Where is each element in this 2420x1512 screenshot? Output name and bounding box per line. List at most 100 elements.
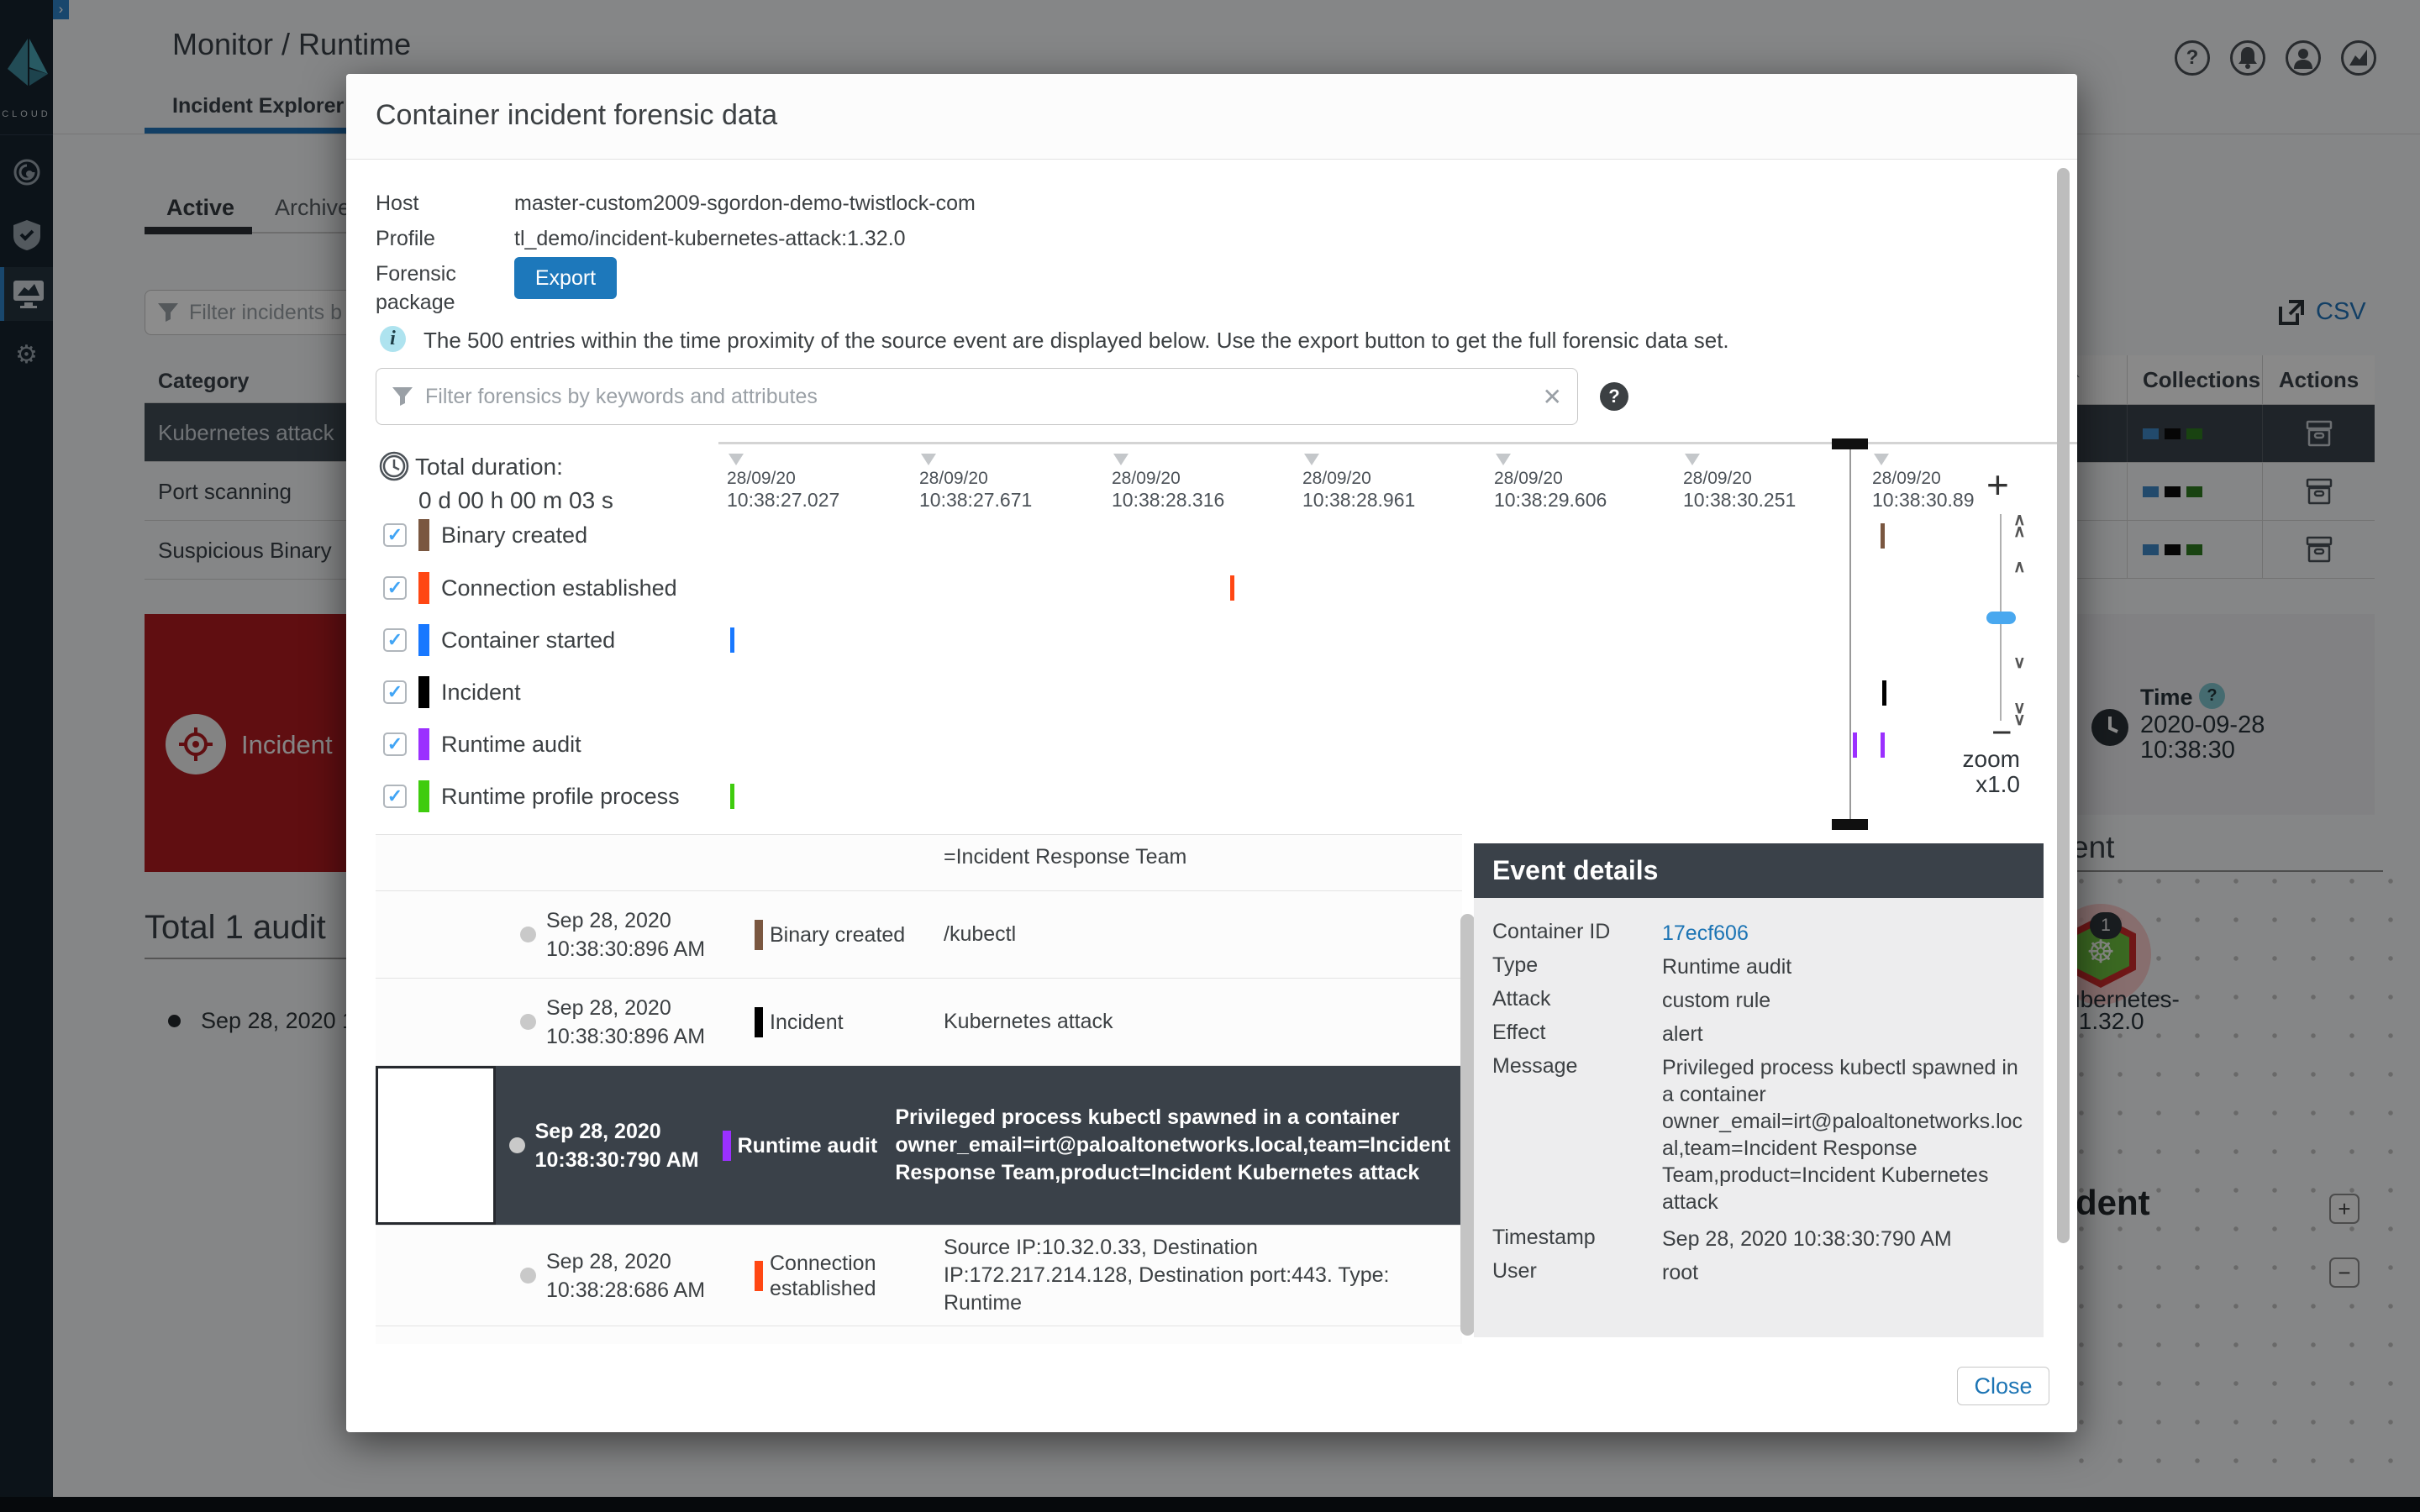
timeline-brush-selection[interactable] — [1832, 438, 1868, 830]
zoom-slider-handle[interactable] — [1986, 612, 2016, 624]
timeline-axis — [718, 442, 2077, 444]
close-button[interactable]: Close — [1957, 1367, 2049, 1405]
event-mark-runtime-profile-process[interactable] — [730, 784, 734, 809]
sidebar-item-settings[interactable]: ⚙ — [0, 328, 53, 381]
incident-time: 10:38:30 — [2140, 737, 2235, 764]
checkbox[interactable]: ✓ — [383, 628, 407, 652]
user-icon[interactable] — [2286, 40, 2321, 76]
event-mark-connection-established[interactable] — [1230, 575, 1234, 601]
info-icon: i — [380, 326, 406, 352]
modal-scrollbar[interactable] — [2057, 168, 2070, 1243]
brush-top-handle[interactable] — [1832, 438, 1868, 449]
timeline-tick: 28/09/20 10:38:27.027 — [727, 454, 853, 512]
canvas-zoom-in-button[interactable]: + — [2329, 1194, 2360, 1224]
archive-icon[interactable] — [2305, 536, 2333, 563]
sidebar-item-monitor[interactable] — [0, 267, 53, 321]
canvas-zoom-out-button[interactable]: − — [2329, 1257, 2360, 1288]
event-mark-incident[interactable] — [1882, 680, 1886, 706]
prisma-cloud-logo-icon — [0, 34, 53, 101]
event-mark-container-started[interactable] — [730, 627, 734, 653]
legend-connection-established: ✓ Connection established — [383, 571, 677, 605]
forensics-filter-input[interactable] — [425, 384, 1531, 409]
color-swatch — [418, 624, 429, 656]
container-id-label: Container ID — [1492, 920, 1611, 943]
filter-help-icon[interactable]: ? — [1600, 382, 1628, 411]
col-actions: Actions — [2278, 366, 2360, 392]
sidebar-item-defend[interactable] — [0, 208, 53, 262]
host-label: Host — [376, 192, 419, 215]
stats-icon[interactable] — [2341, 40, 2376, 76]
event-details-title: Event details — [1474, 843, 2044, 898]
table-row-runtime-audit-selected[interactable]: Sep 28, 2020 10:38:30:790 AM Runtime audi… — [376, 1066, 1462, 1226]
clear-filter-icon[interactable]: ✕ — [1542, 383, 1562, 410]
sidebar: CLOUD — [0, 0, 53, 1512]
brush-center-line — [1849, 449, 1851, 819]
table-row-binary-created[interactable]: Sep 28, 2020 10:38:30:896 AM Binary creat… — [376, 891, 1462, 979]
audit-list-item[interactable]: Sep 28, 2020 10 — [168, 1008, 367, 1034]
shield-icon — [13, 219, 41, 251]
event-mark-runtime-audit[interactable] — [1881, 732, 1885, 758]
right-heading-fragment: ent — [2071, 830, 2115, 864]
checkbox[interactable]: ✓ — [383, 576, 407, 600]
page-title: Monitor / Runtime — [172, 27, 412, 61]
duration-value: 0 d 00 h 00 m 03 s — [418, 487, 613, 513]
checkbox[interactable]: ✓ — [383, 523, 407, 547]
header-icons: ? — [2175, 40, 2376, 76]
sidebar-expand-button[interactable]: › — [53, 0, 69, 19]
timeline-tick: 28/09/20 10:38:28.961 — [1302, 454, 1428, 512]
brush-bottom-handle[interactable] — [1832, 819, 1868, 830]
checkbox[interactable]: ✓ — [383, 785, 407, 808]
col-collections[interactable]: Collections — [2128, 355, 2263, 404]
help-icon[interactable]: ? — [2175, 40, 2210, 76]
profile-label: Profile — [376, 227, 435, 250]
event-mark-binary-created[interactable] — [1881, 523, 1885, 549]
table-row-partial-bottom[interactable] — [376, 1326, 1462, 1344]
funnel-icon — [158, 303, 178, 322]
event-mark-runtime-audit[interactable] — [1853, 732, 1857, 758]
checkbox[interactable]: ✓ — [383, 732, 407, 756]
subtab-active-underline — [145, 227, 252, 234]
archive-icon[interactable] — [2305, 420, 2333, 447]
event-dot-icon — [520, 1268, 536, 1284]
timeline-tick: 28/09/20 10:38:27.671 — [919, 454, 1045, 512]
monitor-chart-icon — [13, 279, 45, 309]
legend-runtime-profile-process: ✓ Runtime profile process — [383, 780, 680, 813]
timeline-zoom-in-button[interactable]: + — [1986, 463, 2009, 507]
timestamp-label: Timestamp — [1492, 1226, 1596, 1249]
table-row-partial[interactable]: =Incident Response Team — [376, 835, 1462, 891]
type-label: Type — [1492, 953, 1539, 977]
attack-label: Attack — [1492, 987, 1551, 1011]
timeline-tick: 28/09/20 10:38:30.251 — [1683, 454, 1809, 512]
table-row-connection-established[interactable]: Sep 28, 2020 10:38:28:686 AM Connection e… — [376, 1226, 1462, 1326]
color-swatch — [418, 728, 429, 760]
table-row-incident[interactable]: Sep 28, 2020 10:38:30:896 AM Incident Kub… — [376, 979, 1462, 1066]
double-chevron-down-icon[interactable]: ∨ ∨ — [2013, 699, 2026, 729]
checkbox[interactable]: ✓ — [383, 680, 407, 704]
archive-icon[interactable] — [2305, 478, 2333, 505]
time-label: Time — [2140, 685, 2193, 710]
time-help-icon[interactable]: ? — [2199, 683, 2225, 709]
forensics-filter: ✕ — [376, 368, 1578, 425]
legend-incident: ✓ Incident — [383, 675, 521, 709]
export-button[interactable]: Export — [514, 257, 617, 299]
chevron-up-icon[interactable]: ∧ — [2013, 558, 2026, 576]
container-id-link[interactable]: 17ecf606 — [1662, 921, 1749, 945]
events-table-scrollbar[interactable] — [1460, 914, 1475, 1336]
tick-marker-icon — [1874, 454, 1889, 465]
node-label-line2: :1.32.0 — [2072, 1008, 2144, 1034]
double-chevron-up-icon[interactable]: ∧ ∧ — [2013, 511, 2026, 541]
chevron-down-icon[interactable]: ∨ — [2013, 654, 2026, 672]
type-color-bar — [755, 1006, 763, 1037]
tick-marker-icon — [1113, 454, 1128, 465]
tick-marker-icon — [1496, 454, 1511, 465]
timeline-zoom-out-button[interactable]: − — [1991, 712, 2012, 752]
sidebar-item-radar[interactable] — [0, 145, 53, 199]
tab-incident-explorer[interactable]: Incident Explorer — [172, 94, 345, 118]
incident-row[interactable] — [2017, 463, 2375, 521]
attack-value: custom rule — [1662, 989, 1771, 1012]
event-dot-icon — [520, 1014, 536, 1030]
event-dot-icon — [520, 927, 536, 942]
csv-export-link[interactable]: CSV — [2279, 298, 2366, 326]
bell-icon[interactable] — [2230, 40, 2265, 76]
subtab-active[interactable]: Active — [166, 195, 235, 220]
